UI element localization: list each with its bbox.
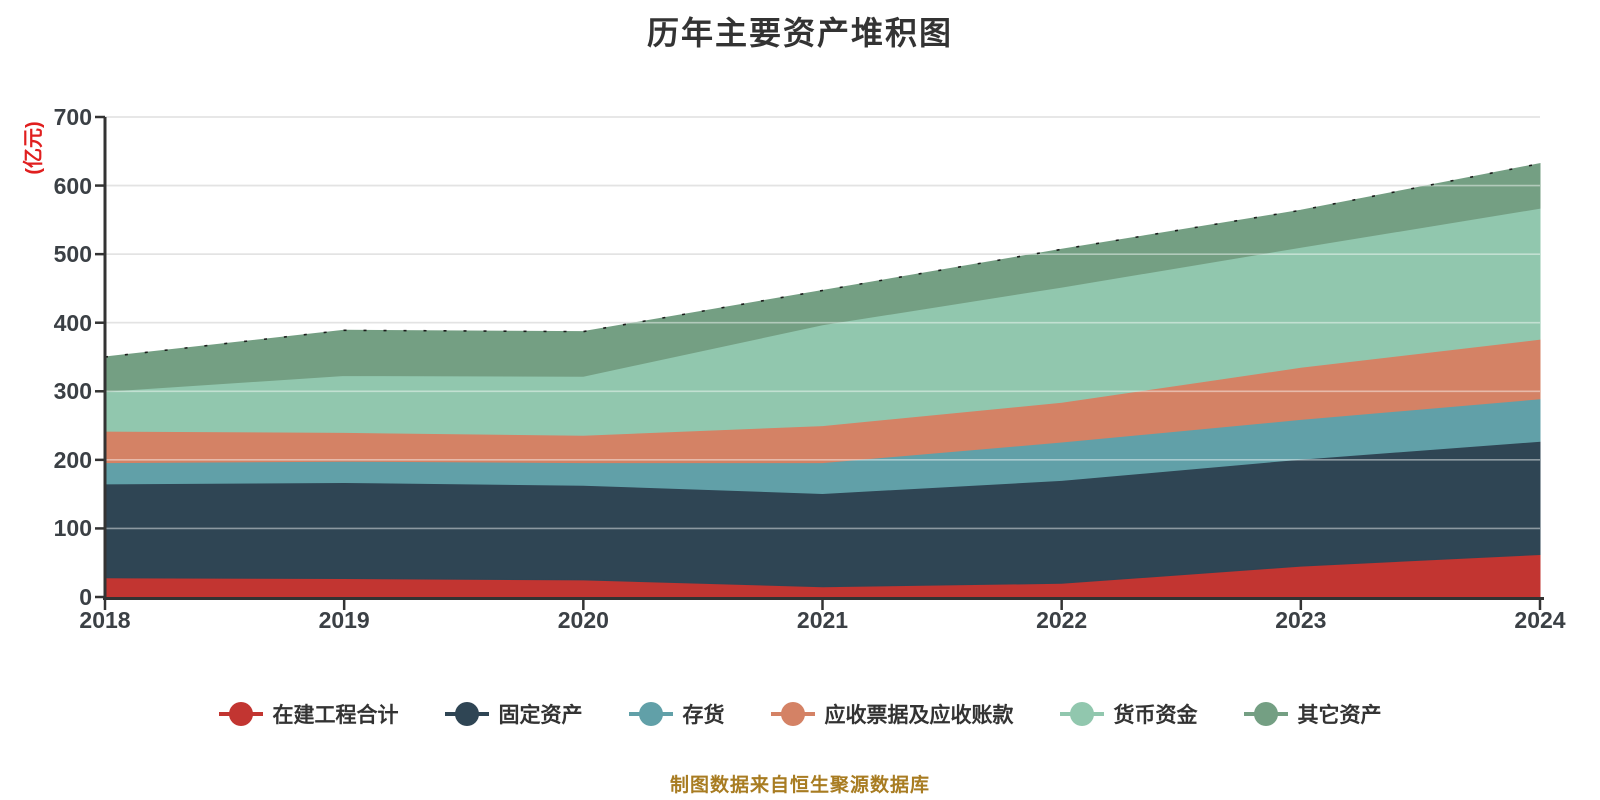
legend-item-在建工程合计[interactable]: 在建工程合计	[218, 699, 399, 729]
x-tick-label-2021: 2021	[796, 607, 849, 633]
legend-item-货币资金[interactable]: 货币资金	[1059, 699, 1198, 729]
legend-line-circle-icon	[218, 701, 263, 727]
legend-item-其它资产[interactable]: 其它资产	[1243, 699, 1382, 729]
legend-label: 存货	[682, 704, 725, 727]
y-tick-label-600: 600	[53, 172, 92, 199]
legend-line-circle-icon	[628, 701, 673, 727]
legend-label: 货币资金	[1113, 704, 1198, 727]
x-tick-label-2018: 2018	[79, 607, 131, 633]
legend-label: 应收票据及应收账款	[824, 704, 1014, 727]
legend-label: 在建工程合计	[272, 704, 399, 727]
stack-top-dashed-line	[104, 162, 1541, 358]
legend-item-固定资产[interactable]: 固定资产	[444, 699, 583, 729]
y-tick-label-0: 0	[79, 584, 92, 610]
legend-line-circle-icon	[1243, 701, 1288, 727]
legend-item-应收票据及应收账款[interactable]: 应收票据及应收账款	[770, 699, 1014, 729]
x-tick-label-2020: 2020	[557, 607, 609, 633]
legend-line-circle-icon	[770, 701, 815, 727]
x-tick-label-2019: 2019	[318, 607, 370, 633]
y-tick-label-200: 200	[53, 446, 92, 473]
x-tick-label-2022: 2022	[1036, 607, 1088, 633]
source-caption: 制图数据来自恒生聚源数据库	[669, 775, 930, 796]
legend-line-circle-icon	[1059, 701, 1104, 727]
y-tick-label-500: 500	[53, 241, 92, 268]
y-tick-label-300: 300	[53, 378, 92, 405]
x-tick-label-2024: 2024	[1514, 607, 1566, 633]
legend-label: 固定资产	[498, 704, 583, 727]
chart-title: 历年主要资产堆积图	[646, 15, 953, 51]
legend-label: 其它资产	[1297, 704, 1382, 727]
x-tick-label-2023: 2023	[1275, 607, 1327, 633]
legend-line-circle-icon	[444, 701, 489, 727]
legend: 在建工程合计 固定资产 存货 应收票据及应收账款 货币资金 其它资产	[0, 699, 1600, 729]
y-tick-label-700: 700	[53, 104, 92, 130]
y-tick-label-100: 100	[53, 515, 92, 542]
y-tick-label-400: 400	[53, 309, 92, 336]
legend-item-存货[interactable]: 存货	[628, 699, 725, 729]
